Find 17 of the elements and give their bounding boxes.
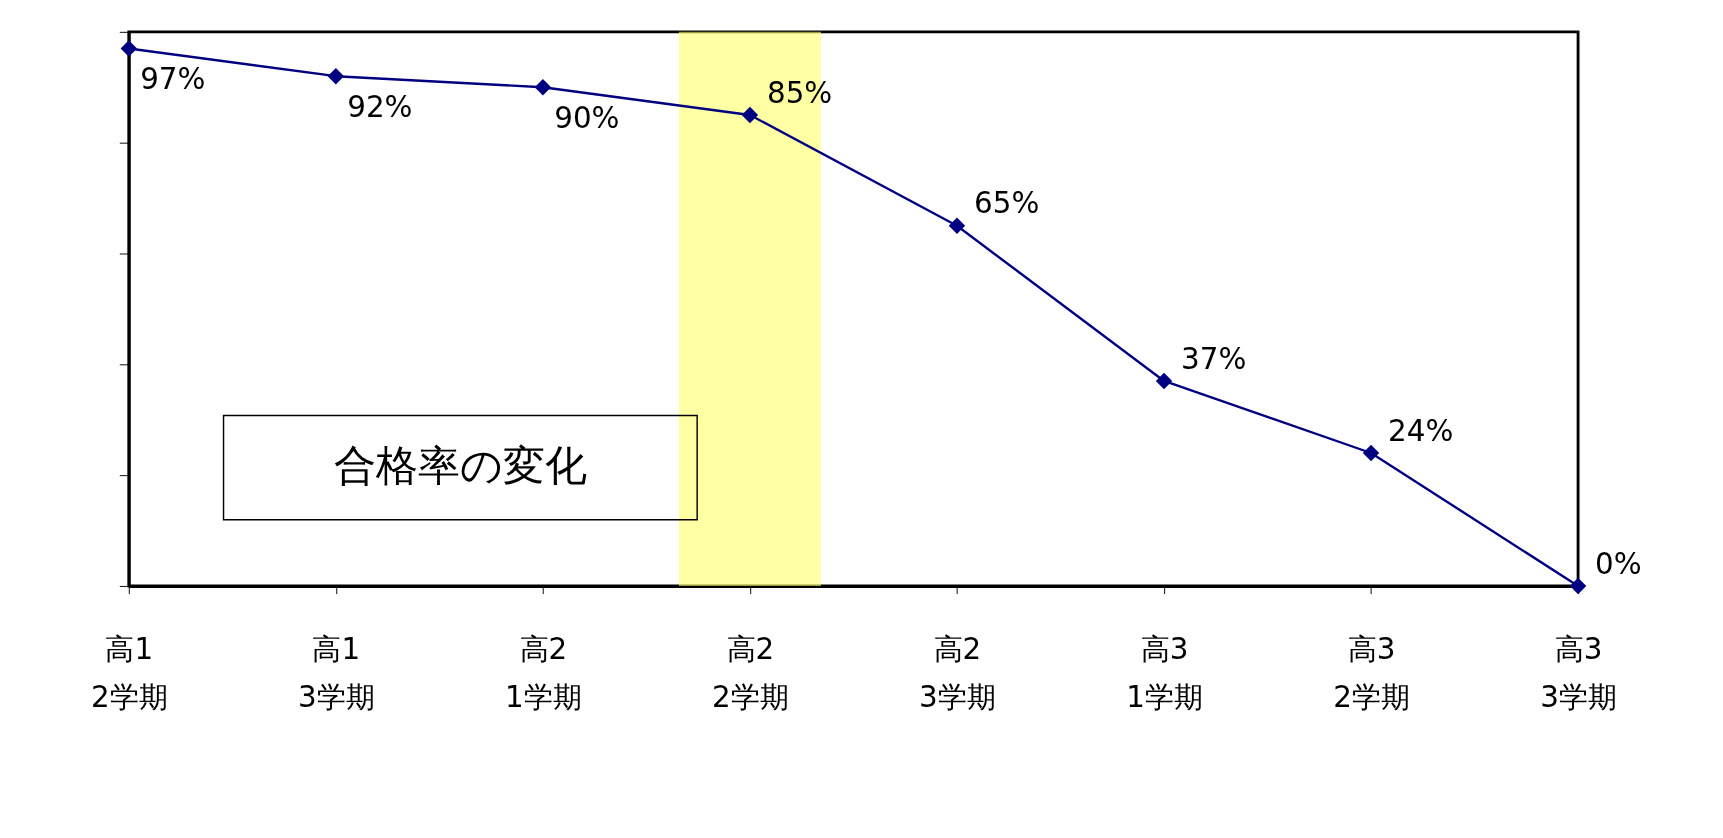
data-label: 90%	[554, 101, 620, 136]
text: 合格率の変化	[333, 440, 587, 490]
data-label: 0%	[1595, 546, 1642, 581]
data-label: 65%	[974, 186, 1040, 221]
x-tick-label: 高2 3学期	[919, 632, 996, 714]
x-tick-label: 高1 3学期	[297, 632, 375, 714]
x-tick-label: 高3 3学期	[1540, 632, 1617, 714]
x-tick-label: 高3 1学期	[1126, 632, 1203, 714]
data-label: 92%	[347, 89, 413, 124]
data-label: 97%	[140, 62, 206, 97]
data-label: 37%	[1181, 341, 1247, 376]
data-label: 85%	[766, 75, 833, 110]
x-tick-label: 高2 2学期	[712, 632, 789, 714]
x-tick-label: 高3 2学期	[1333, 632, 1410, 714]
x-tick-label: 高2 1学期	[505, 632, 582, 714]
x-tick-label: 高1 2学期	[90, 632, 168, 714]
data-label: 24%	[1388, 413, 1454, 448]
